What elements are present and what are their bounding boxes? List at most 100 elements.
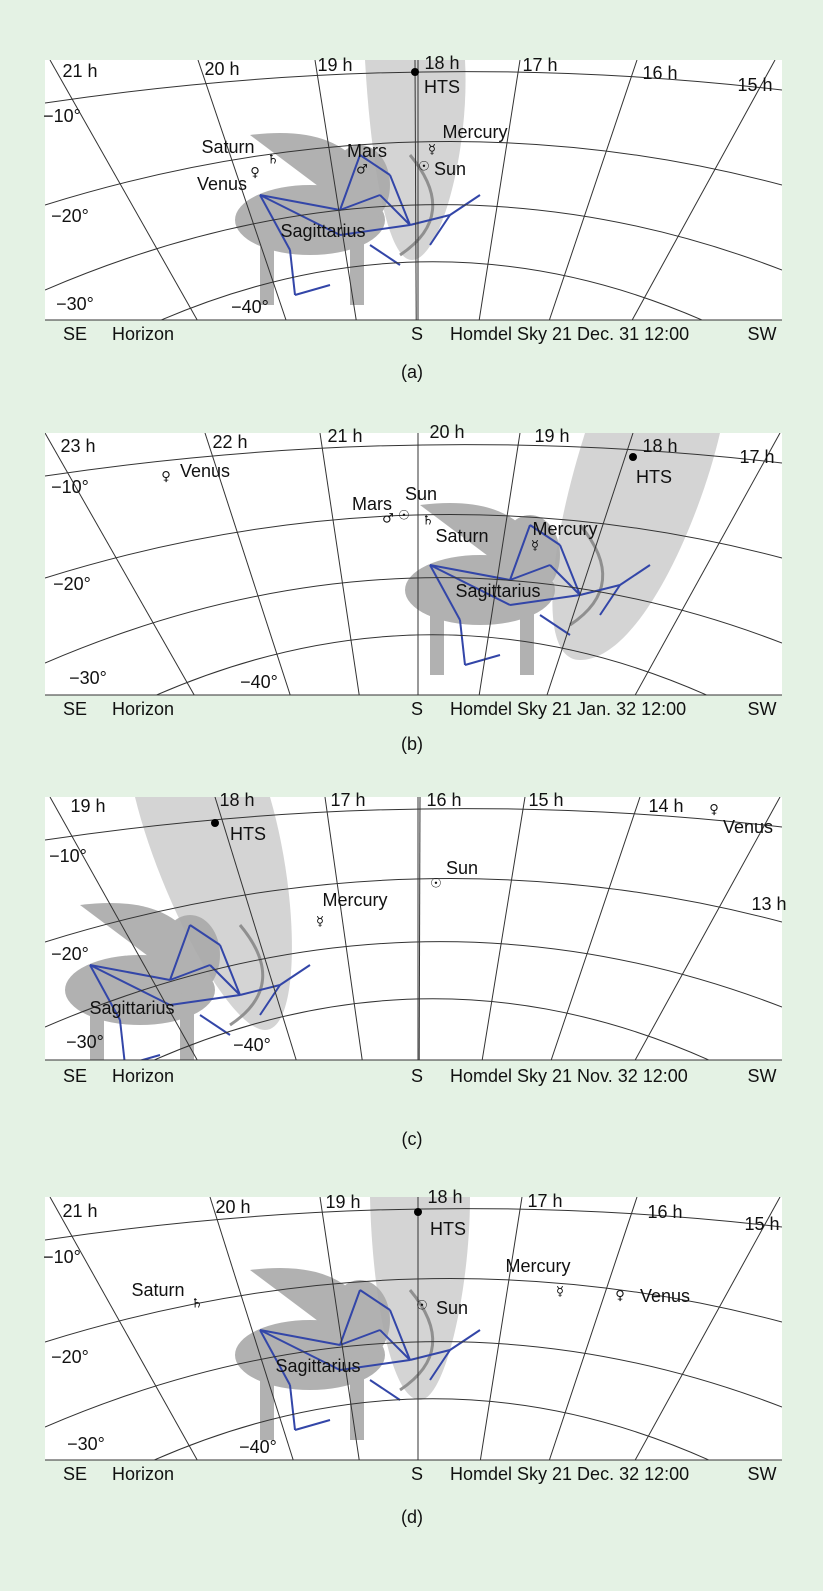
leg bbox=[260, 1370, 274, 1440]
dec-arc bbox=[45, 577, 782, 664]
body-symbol: ♀ bbox=[709, 803, 719, 818]
constellation-line bbox=[509, 564, 551, 581]
constellation-line bbox=[389, 174, 411, 226]
constellation-line bbox=[369, 1379, 401, 1401]
ra-label: 13 h bbox=[751, 894, 786, 914]
dec-label: −10° bbox=[43, 106, 81, 126]
dec-label: −10° bbox=[43, 1247, 81, 1267]
constellation-figure bbox=[235, 133, 435, 305]
dec-arc bbox=[153, 1398, 710, 1460]
body-name: Sun bbox=[405, 484, 437, 504]
sky-panel: 19 h 18 h 17 h 16 h 15 h 14 h 13 h −10° −20° −30°… bbox=[45, 790, 787, 1149]
body-name: Venus bbox=[723, 817, 773, 837]
dec-label: −40° bbox=[240, 672, 278, 692]
leg bbox=[520, 605, 534, 675]
body-name: Saturn bbox=[131, 1280, 184, 1300]
body-symbol: ♄ bbox=[191, 1297, 203, 1312]
ra-label: 18 h bbox=[424, 53, 459, 73]
hts-dot bbox=[411, 68, 419, 76]
body-symbol: ♂ bbox=[356, 163, 368, 178]
ra-label: 21 h bbox=[327, 426, 362, 446]
body-symbol: ♀ bbox=[161, 470, 171, 485]
panel-label: (d) bbox=[401, 1507, 423, 1527]
constellation-line bbox=[379, 1329, 411, 1361]
ra-line bbox=[478, 433, 521, 695]
dec-label: −40° bbox=[239, 1437, 277, 1457]
ra-line bbox=[319, 1197, 360, 1460]
ra-line bbox=[324, 797, 363, 1060]
constellation-line bbox=[429, 214, 451, 246]
ra-label: 18 h bbox=[219, 790, 254, 810]
body-symbol: ♄ bbox=[267, 153, 279, 168]
constellation-line bbox=[169, 994, 241, 1006]
constellation-line bbox=[169, 964, 211, 981]
ra-label: 16 h bbox=[642, 63, 677, 83]
body-symbol: ☿ bbox=[556, 1285, 564, 1300]
ra-line bbox=[634, 433, 781, 695]
ra-label: 21 h bbox=[62, 1201, 97, 1221]
constellation-line bbox=[429, 564, 511, 606]
body-symbol: ☿ bbox=[531, 539, 539, 554]
footer-caption: Homdel Sky 21 Dec. 31 12:00 bbox=[450, 324, 689, 344]
body-symbol: ☉ bbox=[398, 509, 410, 524]
constellation-line bbox=[509, 524, 531, 581]
body-name: Saturn bbox=[201, 137, 254, 157]
footer-sw: SW bbox=[748, 1066, 777, 1086]
constellation-line bbox=[339, 1329, 381, 1346]
dec-arc bbox=[155, 634, 708, 695]
body-name: Mars bbox=[347, 141, 387, 161]
constellation-name: Sagittarius bbox=[280, 221, 365, 241]
hts-dot bbox=[414, 1208, 422, 1216]
ra-line bbox=[481, 797, 526, 1060]
ra-line bbox=[314, 60, 357, 320]
body-symbol: ☉ bbox=[416, 1299, 428, 1314]
footer-se: SE bbox=[63, 699, 87, 719]
constellation-line bbox=[89, 964, 171, 1006]
body-name: Sun bbox=[434, 159, 466, 179]
footer-south: S bbox=[411, 699, 423, 719]
wing bbox=[250, 133, 360, 195]
bow bbox=[569, 524, 605, 627]
constellation-line bbox=[289, 1384, 296, 1431]
constellation-line bbox=[369, 244, 401, 266]
constellation-line bbox=[259, 1329, 341, 1371]
sun-band bbox=[135, 797, 292, 1030]
leg bbox=[350, 235, 364, 305]
dec-label: −20° bbox=[51, 206, 89, 226]
ra-line bbox=[45, 433, 195, 695]
footer-se: SE bbox=[63, 1464, 87, 1484]
bow bbox=[399, 1289, 435, 1392]
constellation-name: Sagittarius bbox=[275, 1356, 360, 1376]
plot-area bbox=[45, 797, 782, 1060]
ra-line bbox=[319, 433, 360, 695]
footer-horizon: Horizon bbox=[112, 1066, 174, 1086]
plot-area bbox=[45, 1197, 782, 1460]
plot-area bbox=[45, 433, 782, 695]
ra-label: 17 h bbox=[330, 790, 365, 810]
leg bbox=[180, 1005, 194, 1060]
sky-panel: 21 h 20 h 19 h 18 h 17 h 16 h 15 h −10° −20° −30°… bbox=[43, 53, 782, 382]
panel-label: (b) bbox=[401, 734, 423, 754]
plot-area bbox=[45, 60, 782, 320]
ra-line bbox=[550, 797, 641, 1060]
leg bbox=[430, 605, 444, 675]
body-name: Venus bbox=[640, 1286, 690, 1306]
ra-line bbox=[214, 797, 297, 1060]
body-symbol: ☿ bbox=[316, 915, 324, 930]
footer-caption: Homdel Sky 21 Nov. 32 12:00 bbox=[450, 1066, 688, 1086]
constellation-line bbox=[529, 524, 561, 546]
footer-se: SE bbox=[63, 1066, 87, 1086]
constellation-line bbox=[464, 654, 501, 666]
constellation-line bbox=[599, 584, 621, 616]
constellation-line bbox=[339, 1359, 411, 1371]
ra-label: 19 h bbox=[534, 426, 569, 446]
ra-label: 20 h bbox=[429, 422, 464, 442]
constellation-line bbox=[259, 194, 291, 251]
constellation-line bbox=[219, 944, 241, 996]
dec-label: −30° bbox=[67, 1434, 105, 1454]
dec-label: −30° bbox=[56, 294, 94, 314]
sun-band bbox=[370, 1197, 470, 1400]
constellation-line bbox=[429, 564, 461, 621]
ra-label: 20 h bbox=[215, 1197, 250, 1217]
